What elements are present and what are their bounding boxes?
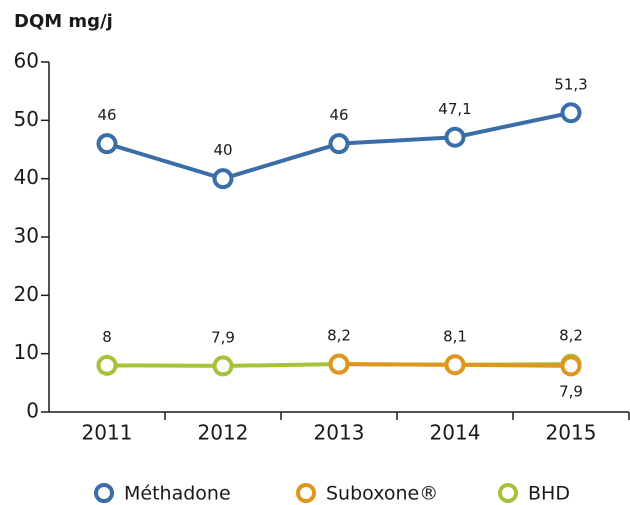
point [560,355,582,377]
point [560,102,582,124]
point [444,126,466,148]
point [96,354,118,376]
value-label: 46 [97,106,116,124]
x-tick-label: 2015 [546,421,597,445]
x-tick-label: 2014 [430,421,481,445]
y-tick-label: 0 [26,399,39,423]
value-label: 40 [213,141,232,159]
value-label: 8,2 [559,327,583,345]
y-tick-label: 10 [14,340,39,364]
y-tick-label: 20 [14,282,39,306]
legend-label: Méthadone [124,483,231,505]
chart-title: DQM mg/j [14,11,113,32]
value-label: 47,1 [438,100,471,118]
point [328,133,350,155]
point [328,353,350,375]
value-label: 51,3 [554,75,587,93]
value-label: 8,1 [443,327,467,345]
value-label: 7,9 [559,382,583,400]
y-tick-label: 50 [14,107,39,131]
legend-label: BHD [528,483,570,505]
point [444,354,466,376]
y-tick-label: 30 [14,224,39,248]
value-label: 8,2 [327,327,351,345]
legend-marker [498,483,518,503]
point [212,355,234,377]
value-label: 8 [102,328,112,346]
legend-label: Suboxone® [326,483,438,505]
point [212,168,234,190]
y-tick-label: 40 [14,165,39,189]
value-label: 7,9 [211,328,235,346]
point [96,133,118,155]
x-tick-label: 2013 [314,421,365,445]
y-tick-label: 60 [14,49,39,73]
x-tick-label: 2012 [198,421,249,445]
value-label: 46 [329,106,348,124]
legend-marker [296,483,316,503]
legend-marker [94,483,114,503]
x-tick-label: 2011 [82,421,133,445]
